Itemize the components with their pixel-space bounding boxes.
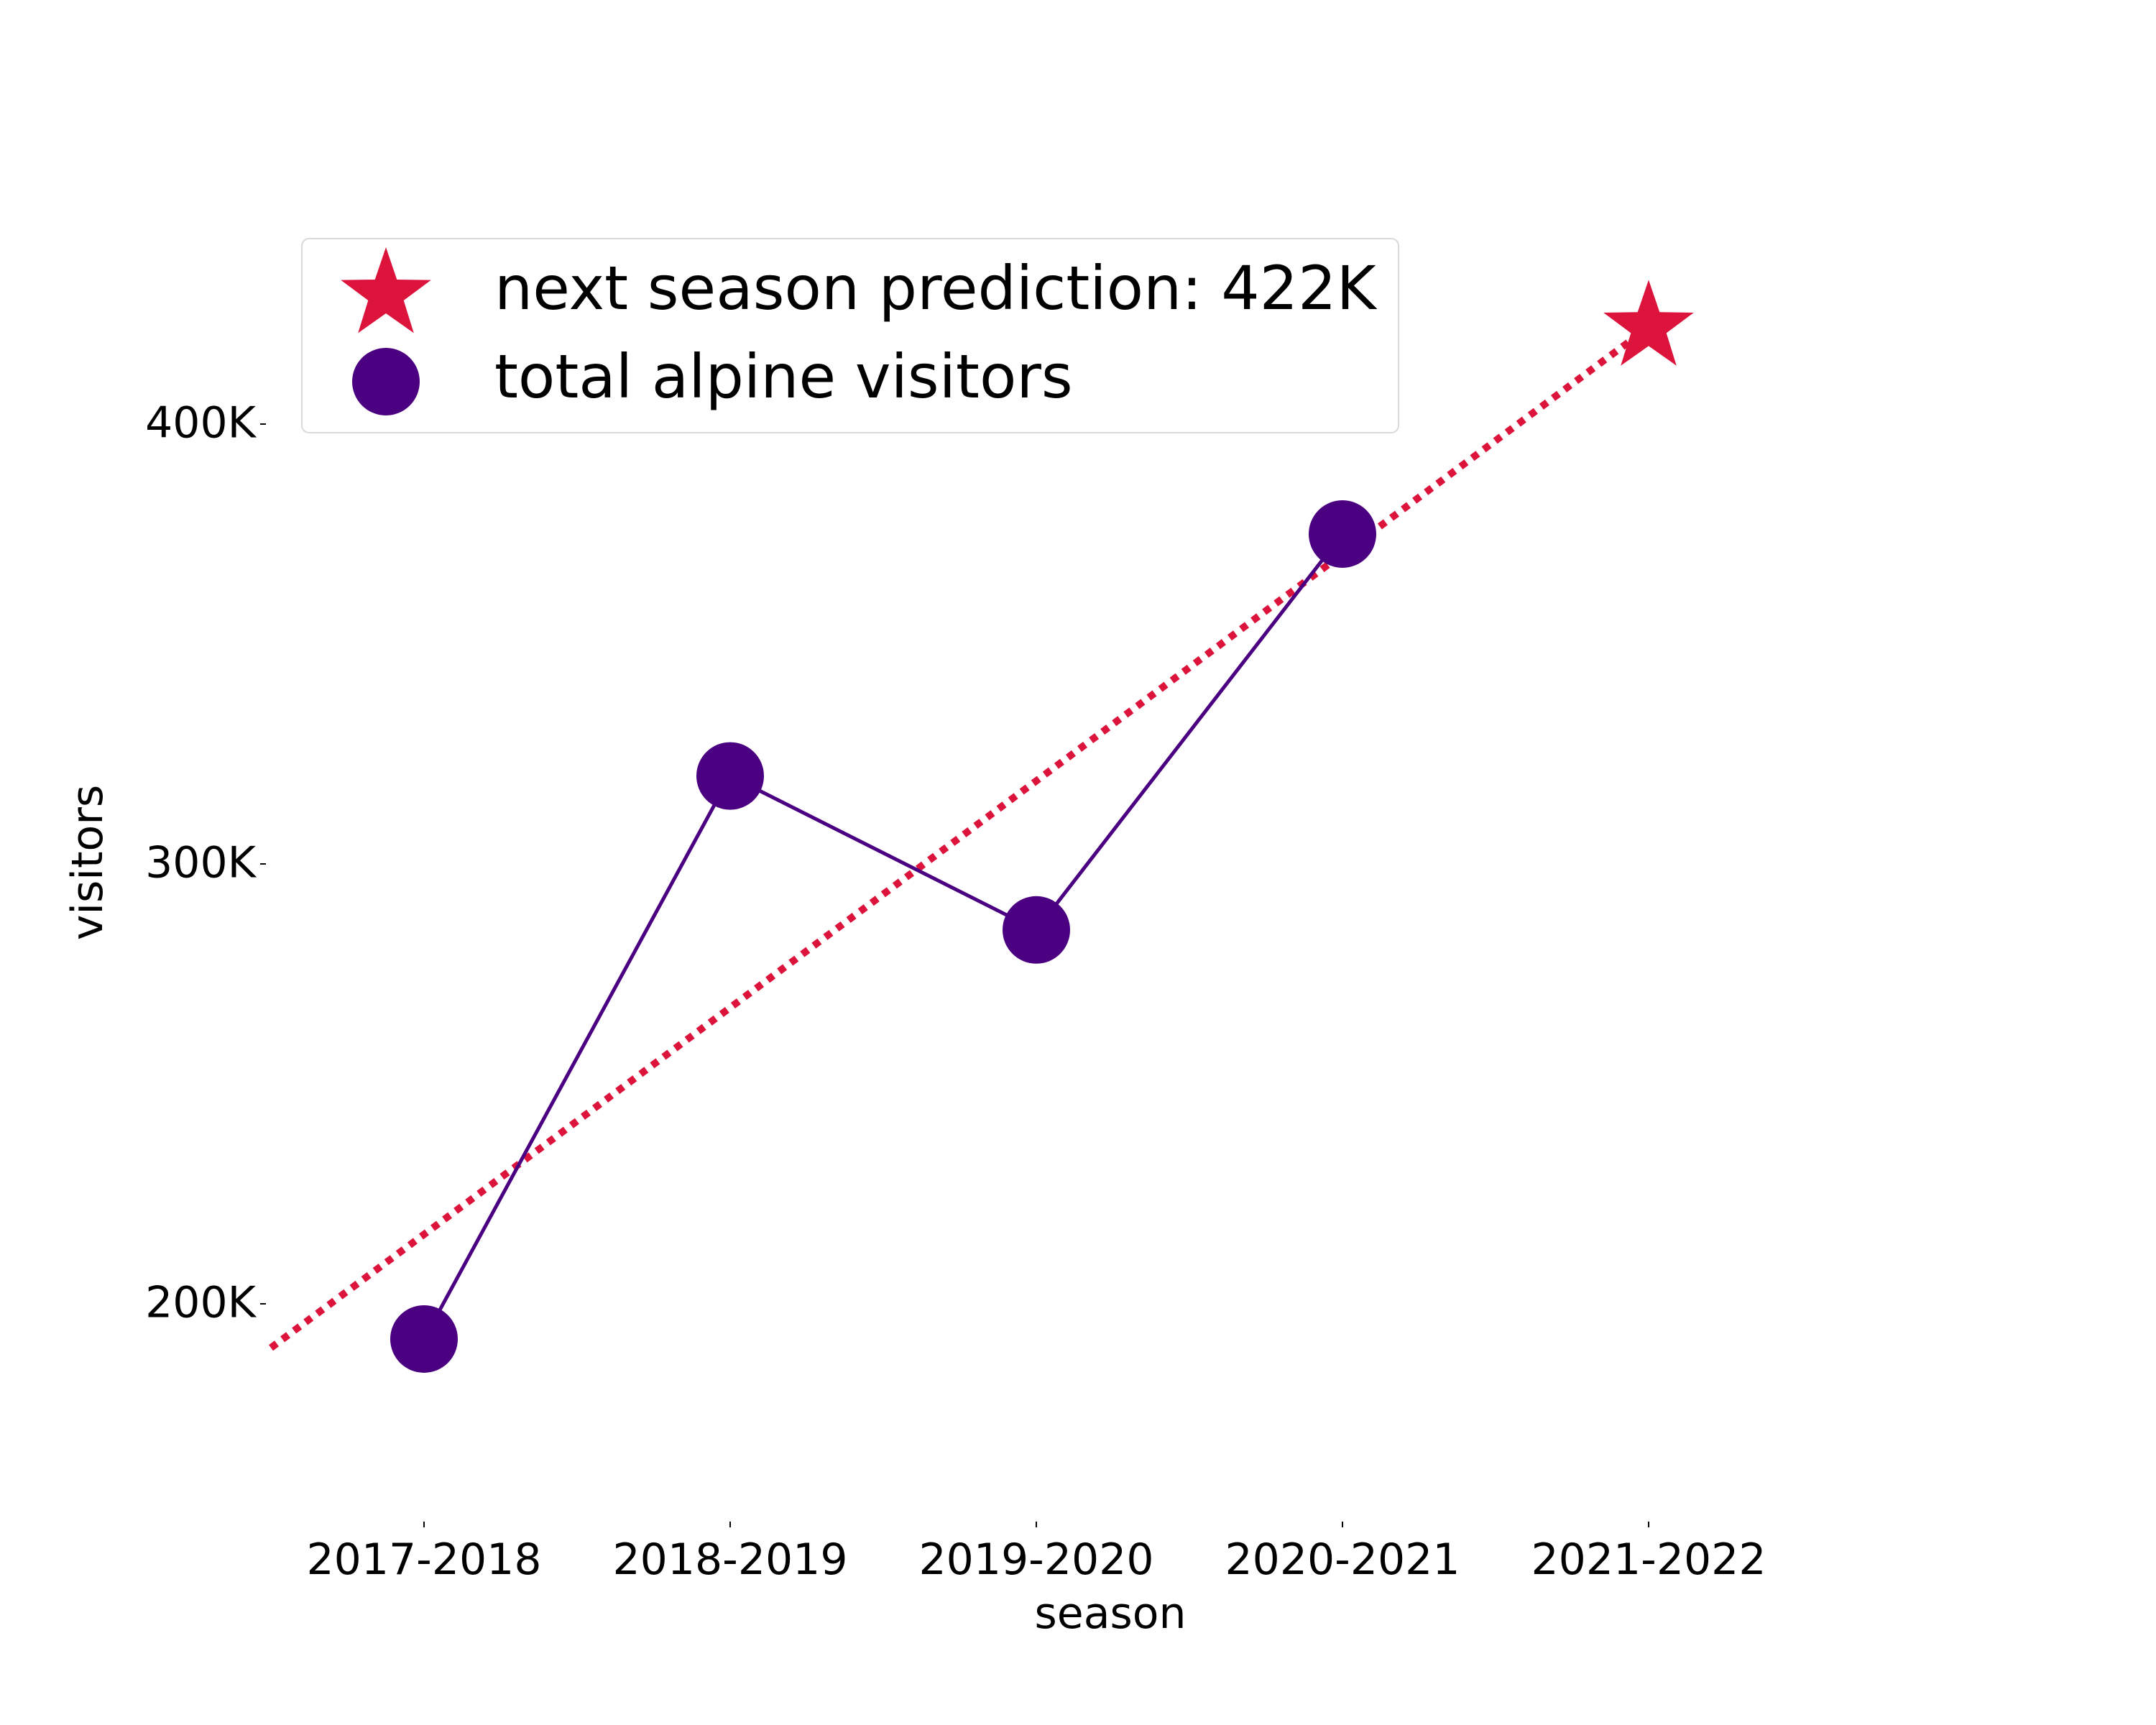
y-tick-label: 300K [145,838,257,888]
data-point [1003,896,1070,964]
plot-area [269,280,1694,1373]
y-axis: 200K 300K 400K visitors [63,398,266,1328]
trend-line [269,324,1651,1351]
data-point [1309,500,1376,568]
x-tick-group: 2021-2022 [1531,1522,1766,1585]
x-axis-label: season [1035,1588,1187,1639]
y-tick-label: 200K [145,1278,257,1328]
x-tick-group: 2019-2020 [918,1522,1154,1585]
legend-star-marker [341,247,431,334]
legend-label-prediction: next season prediction: 422K [494,253,1378,323]
legend-label-series: total alpine visitors [494,341,1073,412]
x-tick-group: 2018-2019 [612,1522,848,1585]
x-tick-label: 2019-2020 [918,1535,1153,1585]
legend-circle-marker [352,348,420,415]
x-tick-label: 2018-2019 [612,1535,847,1585]
legend-box [301,238,1399,433]
data-point [696,742,764,810]
x-tick-label: 2017-2018 [306,1535,541,1585]
x-axis: 2017-2018 2018-2019 2019-2020 2020-2021 … [306,1522,1766,1639]
y-axis-label: visitors [63,785,113,940]
y-tick-group: 200K [145,1278,266,1328]
x-tick-label: 2020-2021 [1225,1535,1460,1585]
legend: next season prediction: 422K total alpin… [301,238,1399,433]
y-tick-group: 400K [145,398,266,448]
x-tick-label: 2021-2022 [1531,1535,1766,1585]
prediction-star [1603,280,1694,366]
y-tick-group: 300K [145,838,266,888]
y-tick-label: 400K [145,398,257,448]
x-tick-group: 2017-2018 [306,1522,542,1585]
series-line [422,533,1344,1340]
x-tick-group: 2020-2021 [1225,1522,1460,1585]
data-point [390,1305,458,1373]
